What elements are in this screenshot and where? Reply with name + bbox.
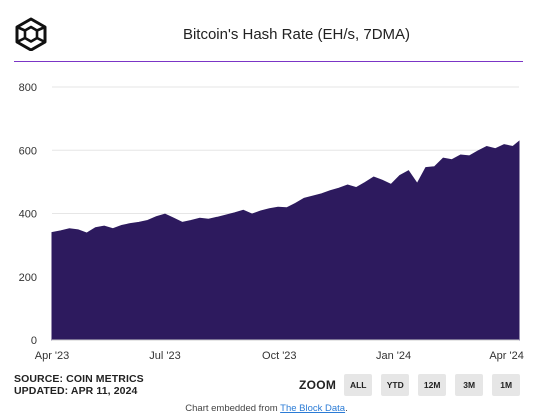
zoom-all-button[interactable]: ALL xyxy=(344,374,373,396)
updated-line: UPDATED: APR 11, 2024 xyxy=(14,385,138,397)
y-tick-label: 400 xyxy=(19,209,37,221)
zoom-3m-button[interactable]: 3M xyxy=(455,374,484,396)
y-tick-label: 200 xyxy=(19,272,37,284)
x-tick-label: Apr '24 xyxy=(489,350,524,362)
zoom-label: ZOOM xyxy=(299,378,337,392)
the-block-data-link[interactable]: The Block Data xyxy=(280,403,346,414)
x-tick-label: Jan '24 xyxy=(376,350,411,362)
hash-rate-area xyxy=(51,140,520,341)
y-tick-label: 800 xyxy=(19,82,37,94)
source-line: SOURCE: COIN METRICS xyxy=(14,373,144,385)
title-divider xyxy=(14,61,523,62)
embed-footer: Chart embedded from The Block Data. xyxy=(0,403,533,414)
the-block-cube-logo-icon[interactable] xyxy=(14,17,48,51)
y-tick-label: 600 xyxy=(19,145,37,157)
zoom-12m-button[interactable]: 12M xyxy=(418,374,447,396)
zoom-1m-button[interactable]: 1M xyxy=(492,374,521,396)
y-tick-label: 0 xyxy=(31,335,37,347)
footer-prefix: Chart embedded from xyxy=(185,403,281,414)
zoom-ytd-button[interactable]: YTD xyxy=(381,374,410,396)
chart-title: Bitcoin's Hash Rate (EH/s, 7DMA) xyxy=(182,26,411,43)
x-tick-label: Apr '23 xyxy=(35,350,70,362)
footer-suffix: . xyxy=(345,403,348,414)
x-tick-label: Jul '23 xyxy=(149,350,180,362)
hash-rate-chart[interactable]: 0 200 400 600 800 Apr '23 Jul '23 Oct '23 Jan '2… xyxy=(0,70,533,370)
x-tick-label: Oct '23 xyxy=(262,350,297,362)
zoom-controls: ZOOM ALL YTD 12M 3M 1M xyxy=(299,374,529,396)
source-note: SOURCE: COIN METRICS UPDATED: APR 11, 20… xyxy=(14,373,144,397)
